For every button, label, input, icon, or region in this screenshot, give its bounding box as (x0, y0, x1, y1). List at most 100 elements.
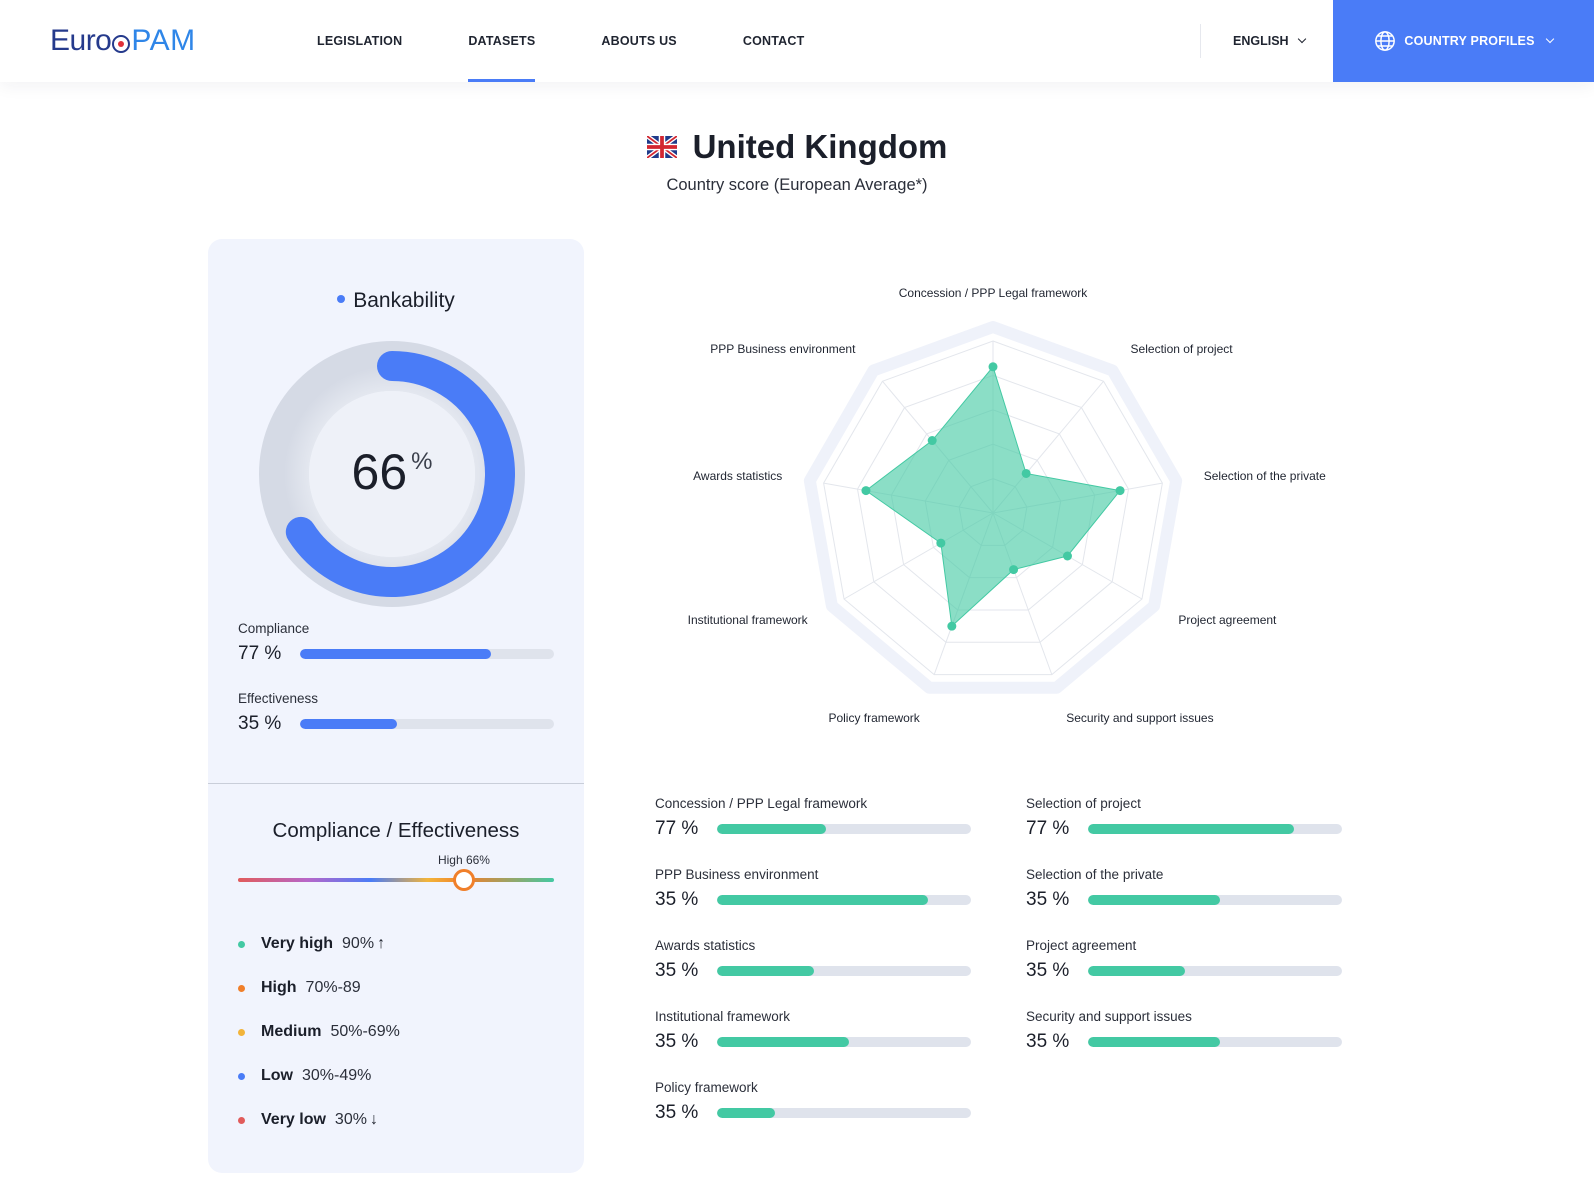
radar-grid-ring (823, 340, 1163, 676)
level-marker-label: High 66% (437, 853, 490, 867)
donut-progress-arc (285, 351, 515, 597)
radar-data-point (988, 362, 998, 372)
radar-chart-svg (803, 321, 1183, 694)
europam-logo[interactable]: Euro PAM (50, 24, 196, 58)
category-label: PPP Business environment (655, 867, 819, 882)
category-bar-fill (717, 1037, 850, 1047)
nav-datasets[interactable]: DATASETS (468, 0, 536, 82)
legend-dot (238, 1116, 245, 1124)
bankability-unit: % (411, 448, 433, 475)
score-card: Bankability 66% Compliance 77 % (208, 239, 584, 1173)
radar-data-point (1021, 468, 1031, 478)
category-label: Policy framework (655, 1080, 758, 1095)
donut-center (309, 391, 475, 557)
country-profiles-button[interactable]: COUNTRY PROFILES (1333, 0, 1594, 82)
nav-contact[interactable]: CONTACT (742, 34, 805, 48)
radar-axis-label: PPP Business environment (710, 342, 856, 357)
bankability-donut: 66% (257, 339, 527, 609)
category-label: Selection of project (1026, 796, 1141, 811)
effectiveness-bar-track (300, 719, 554, 729)
category-bar-fill (717, 1108, 776, 1118)
category-label: Project agreement (1026, 938, 1137, 953)
category-metric: PPP Business environment 35 % (655, 867, 971, 911)
nav-abouts-us[interactable]: ABOUTS US (601, 34, 677, 48)
legend-dot (238, 940, 245, 948)
legend-range: 30% (334, 1111, 367, 1128)
category-bar-fill (717, 895, 928, 905)
category-value: 35 % (655, 960, 699, 981)
radar-data-point (861, 486, 871, 496)
legend-dot (238, 1072, 245, 1080)
logo-eye-icon (112, 35, 131, 53)
radar-axis-label: Concession / PPP Legal framework (898, 286, 1088, 300)
level-legend: Very high 90% ↑ High 70%-89 Medium 50%-6… (238, 934, 554, 1154)
radar-axis-label: Policy framework (828, 711, 920, 726)
globe-icon (1375, 31, 1396, 51)
radar-axis-label: Selection of project (1130, 342, 1233, 357)
legend-item-medium: Medium 50%-69% (238, 1022, 554, 1042)
country-profiles-label: COUNTRY PROFILES (1404, 34, 1535, 48)
radar-grid-ring (856, 374, 1130, 643)
radar-data-point (1009, 565, 1019, 575)
level-gradient-scale: High 66% (238, 853, 554, 893)
category-label: Concession / PPP Legal framework (655, 796, 868, 811)
radar-axis-label: Security and support issues (1066, 711, 1214, 726)
compliance-value: 77 % (238, 643, 282, 664)
legend-name: Very low (261, 1111, 326, 1128)
legend-item-high: High 70%-89 (238, 978, 554, 998)
category-value: 77 % (655, 818, 699, 839)
category-metric: Policy framework 35 % (655, 1080, 971, 1124)
category-bar-track (1088, 966, 1342, 976)
category-metric: Concession / PPP Legal framework 77 % (655, 796, 971, 840)
category-value: 77 % (1026, 818, 1070, 839)
category-label: Institutional framework (655, 1009, 791, 1024)
category-value: 35 % (655, 889, 699, 910)
category-bar-fill (1088, 895, 1221, 905)
radar-data-point (1115, 486, 1125, 496)
category-metric: Institutional framework 35 % (655, 1009, 971, 1053)
bankability-heading: Bankability (208, 289, 584, 313)
level-gradient-line (238, 878, 554, 882)
category-metric: Awards statistics 35 % (655, 938, 971, 982)
language-label: ENGLISH (1233, 34, 1289, 48)
category-bar-track (717, 824, 971, 834)
category-bar-track (1088, 895, 1342, 905)
radar-axis-label: Project agreement (1178, 613, 1277, 627)
category-bar-fill (717, 966, 814, 976)
legend-name: Medium (261, 1023, 322, 1040)
legend-range: 70%-89 (305, 979, 361, 996)
page-title: United Kingdom (692, 128, 948, 165)
compliance-metric: Compliance 77 % (238, 621, 554, 665)
legend-item-low: Low 30%-49% (238, 1066, 554, 1086)
category-value: 35 % (1026, 960, 1070, 981)
bankability-number: 66 (351, 444, 408, 500)
legend-name: Very high (261, 935, 334, 952)
category-metric: Selection of project 77 % (1026, 796, 1342, 840)
radar-data-point (1062, 551, 1072, 561)
effectiveness-bar-fill (300, 719, 397, 729)
chevron-down-icon (1545, 34, 1554, 44)
category-value: 35 % (655, 1102, 699, 1123)
compliance-bar-fill (300, 649, 491, 659)
category-bar-track (717, 966, 971, 976)
nav-legislation[interactable]: LEGISLATION (317, 34, 403, 48)
logo-euro-text: Euro (50, 24, 112, 57)
main-nav: LEGISLATION DATASETS ABOUTS US CONTACT (317, 0, 870, 82)
category-bar-track (717, 1037, 971, 1047)
legend-range: 50%-69% (330, 1023, 400, 1040)
radar-data-point (936, 538, 946, 548)
legend-dot (238, 1028, 245, 1036)
country-title-row: United Kingdom (0, 128, 1594, 166)
category-bar-track (1088, 824, 1342, 834)
language-selector[interactable]: ENGLISH (1233, 0, 1306, 82)
category-value: 35 % (1026, 889, 1070, 910)
header-divider (1200, 24, 1201, 58)
logo-pam-text: PAM (131, 24, 196, 57)
category-bar-fill (1088, 966, 1185, 976)
category-label: Security and support issues (1026, 1009, 1192, 1024)
effectiveness-value: 35 % (238, 713, 282, 734)
radar-data-point (927, 436, 937, 446)
category-label: Selection of the private (1026, 867, 1164, 882)
top-header: Euro PAM LEGISLATION DATASETS ABOUTS US … (0, 0, 1594, 82)
radar-chart: Concession / PPP Legal framework Selectio… (680, 280, 1326, 740)
